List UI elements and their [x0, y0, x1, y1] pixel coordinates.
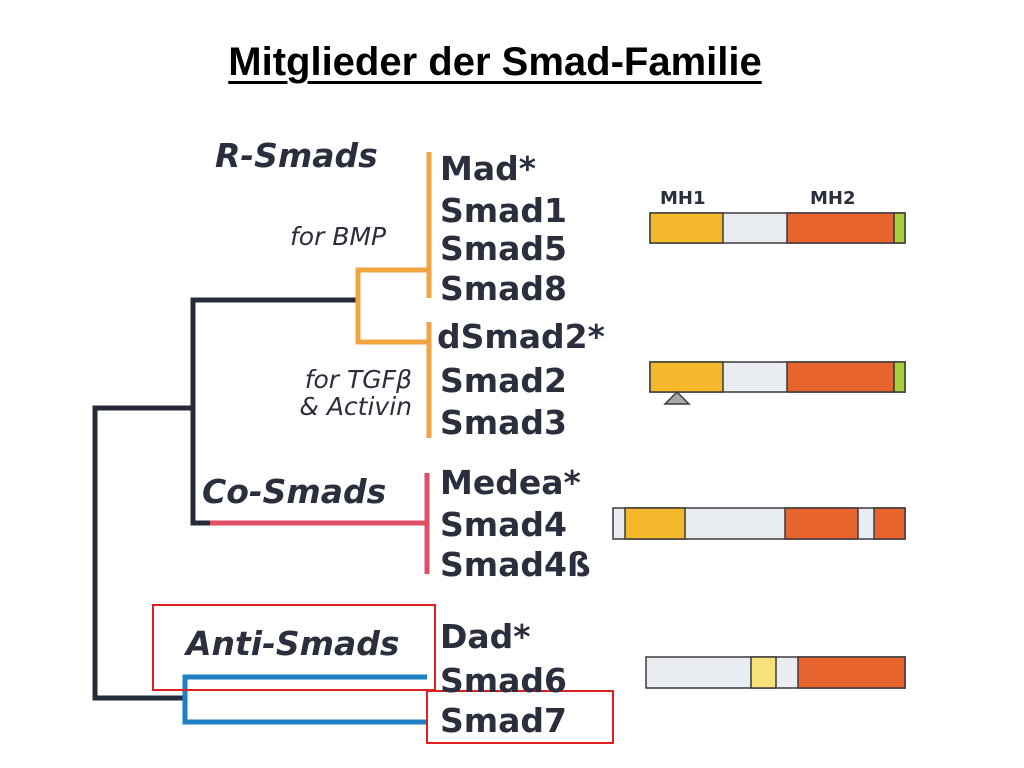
member-smad4b: Smad4ß — [440, 545, 591, 584]
for-tgf-label: for TGFβ — [305, 365, 412, 394]
anti-smads-label: Anti-Smads — [183, 624, 400, 663]
co-smads-label: Co-Smads — [202, 472, 386, 511]
domain-bar-tgf — [649, 361, 906, 405]
and-activin-label: & Activin — [299, 392, 412, 421]
r-co-branch-line — [190, 297, 358, 526]
member-smad6: Smad6 — [440, 661, 567, 700]
r-smads-branch-lines — [355, 152, 432, 438]
member-smad5: Smad5 — [440, 229, 567, 268]
domain-bar-anti-smad — [645, 656, 906, 689]
member-smad4: Smad4 — [440, 505, 567, 544]
member-dsmad2: dSmad2* — [437, 317, 605, 356]
mh2-domain-label: MH2 — [810, 188, 856, 209]
member-mad: Mad* — [440, 149, 536, 188]
root-branch-line — [92, 405, 193, 701]
member-smad8: Smad8 — [440, 269, 567, 308]
domain-bar-bmp — [649, 212, 906, 244]
co-smads-branch-lines — [210, 473, 430, 574]
member-medea: Medea* — [440, 463, 581, 502]
r-smads-label: R-Smads — [215, 136, 378, 175]
member-dad: Dad* — [440, 617, 531, 656]
member-smad1: Smad1 — [440, 191, 567, 230]
smad7-highlight-box — [426, 690, 614, 744]
anti-smads-highlight-box — [152, 604, 436, 691]
insert-triangle-marker — [663, 390, 691, 405]
main-tree-lines — [92, 297, 358, 701]
member-smad2: Smad2 — [440, 361, 567, 400]
anti-smads-branch-lines — [182, 674, 427, 725]
member-smad7: Smad7 — [440, 701, 567, 740]
member-smad3: Smad3 — [440, 403, 567, 442]
domain-bar-co-smad — [612, 507, 906, 540]
page-title: Mitglieder der Smad-Familie — [228, 40, 762, 84]
mh1-domain-label: MH1 — [660, 188, 706, 209]
for-bmp-label: for BMP — [290, 222, 387, 251]
